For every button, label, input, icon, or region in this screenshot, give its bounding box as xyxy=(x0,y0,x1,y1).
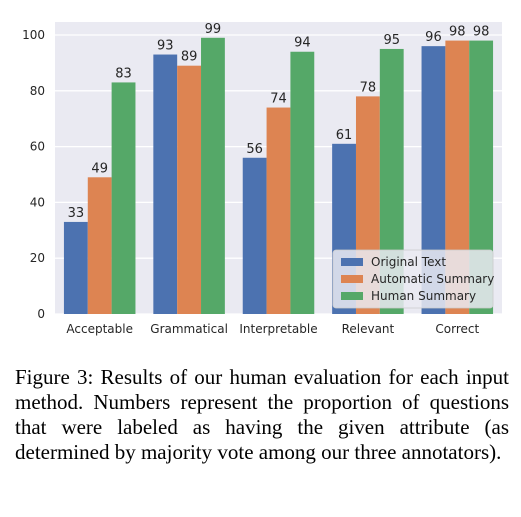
data-label: 99 xyxy=(205,22,222,37)
data-label: 49 xyxy=(91,161,108,176)
bar-interpretable-automatic-summary xyxy=(266,107,291,314)
y-tick-label: 80 xyxy=(30,84,45,98)
bar-grammatical-human-summary xyxy=(201,37,225,314)
legend-swatch xyxy=(341,258,363,266)
bar-acceptable-automatic-summary xyxy=(87,177,112,314)
y-tick-label: 20 xyxy=(30,251,45,265)
data-label: 83 xyxy=(115,66,132,81)
bar-relevant-human-summary xyxy=(379,48,404,314)
data-label: 78 xyxy=(360,80,377,95)
bar-correct-automatic-summary xyxy=(445,40,470,315)
data-label: 98 xyxy=(449,25,466,40)
data-label: 33 xyxy=(68,206,85,221)
x-tick-label: Correct xyxy=(435,322,479,336)
data-label: 61 xyxy=(336,128,353,143)
bar-correct-original-text xyxy=(421,46,446,314)
x-tick-label: Grammatical xyxy=(150,322,228,336)
legend-label: Original Text xyxy=(371,255,446,269)
bar-correct-human-summary xyxy=(469,40,494,315)
bar-chart: 33 49 83 93 89 99 56 74 94 61 78 95 96 98 98 0 20 40 60 80… xyxy=(22,22,502,336)
bars: 33 49 83 93 89 99 56 74 94 61 78 95 96 98 98 xyxy=(63,22,494,315)
data-label: 98 xyxy=(473,25,490,40)
x-axis: Acceptable Grammatical Interpretable Releva… xyxy=(66,322,479,336)
y-tick-label: 40 xyxy=(30,195,45,209)
x-tick-label: Acceptable xyxy=(66,322,133,336)
bar-acceptable-human-summary xyxy=(111,82,136,315)
x-tick-label: Interpretable xyxy=(239,322,317,336)
y-tick-label: 100 xyxy=(22,28,45,42)
bar-interpretable-original-text xyxy=(242,157,267,314)
legend-box xyxy=(332,249,494,309)
legend-swatch xyxy=(341,275,363,283)
y-axis: 0 20 40 60 80 100 xyxy=(22,28,45,321)
data-label: 95 xyxy=(383,33,400,48)
bar-interpretable-human-summary xyxy=(290,51,315,315)
y-tick-label: 60 xyxy=(30,140,45,154)
data-label: 94 xyxy=(294,36,311,51)
y-tick-label: 0 xyxy=(37,307,45,321)
legend-label: Human Summary xyxy=(371,289,476,303)
data-label: 93 xyxy=(157,39,174,54)
bar-grammatical-automatic-summary xyxy=(177,65,202,314)
data-label: 56 xyxy=(246,142,263,157)
data-label: 89 xyxy=(181,50,198,65)
bar-grammatical-original-text xyxy=(153,54,178,314)
legend: Original Text Automatic Summary Human Summ… xyxy=(332,249,494,309)
x-tick-label: Relevant xyxy=(342,322,395,336)
data-label: 74 xyxy=(270,92,287,107)
legend-label: Automatic Summary xyxy=(371,272,494,286)
figure-caption: Figure 3: Results of our human evaluatio… xyxy=(15,365,509,464)
data-label: 96 xyxy=(425,30,442,45)
legend-swatch xyxy=(341,292,363,300)
bar-acceptable-original-text xyxy=(63,221,88,314)
